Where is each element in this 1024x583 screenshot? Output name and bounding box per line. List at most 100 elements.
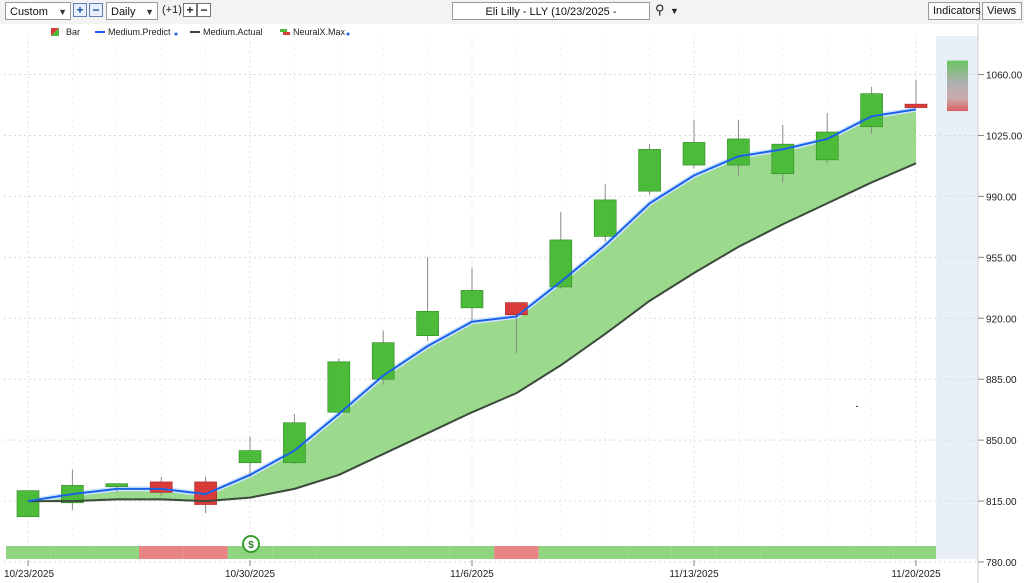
legend-line-swatch — [190, 31, 200, 33]
interval-select-value: Daily — [111, 6, 136, 18]
signal-strip-segment — [760, 546, 805, 559]
signal-strip — [6, 546, 936, 559]
signal-strip-segment — [671, 546, 717, 559]
legend-dot-icon — [346, 32, 350, 36]
views-button[interactable]: Views — [982, 2, 1022, 20]
legend-label: Bar — [66, 27, 80, 37]
candle-body — [327, 361, 351, 413]
dropdown-caret-icon: ▼ — [145, 7, 154, 17]
y-tick-label: 1025.00 — [986, 131, 1023, 142]
x-tick-label: 11/6/2025 — [450, 569, 494, 580]
dropdown-caret-icon: ▼ — [58, 7, 67, 17]
x-axis: 10/23/2025 10/30/2025 11/6/2025 11/13/2025 1… — [4, 560, 941, 580]
signal-strip-segment — [893, 546, 936, 559]
neuralx-swatch-icon — [280, 29, 287, 32]
signal-strip-segment — [361, 546, 406, 559]
candle-body — [505, 302, 528, 316]
candle-body — [238, 450, 262, 464]
candle-body — [549, 239, 573, 288]
signal-strip-segment — [538, 546, 583, 559]
prediction-spread-area — [28, 109, 916, 502]
bar-swatch-icon — [51, 28, 59, 36]
period-select-value: Custom — [10, 6, 48, 18]
y-tick-label: 885.00 — [986, 375, 1017, 386]
medium-predict-line — [27, 108, 917, 503]
signal-strip-segment — [449, 546, 495, 559]
legend-item-medium-predict[interactable]: Medium.Predict — [95, 27, 178, 37]
signal-strip-segment — [805, 546, 850, 559]
y-tick-label: 920.00 — [986, 314, 1017, 325]
x-tick-label: 11/20/2025 — [891, 569, 941, 580]
legend-line-swatch — [95, 31, 105, 33]
candles — [16, 79, 928, 518]
y-tick-label: 815.00 — [986, 497, 1017, 508]
x-tick-label: 11/13/2025 — [669, 569, 719, 580]
signal-strip-segment — [849, 546, 894, 559]
candle-body — [149, 481, 173, 493]
search-icon[interactable]: ⚲ — [655, 2, 665, 17]
signal-strip-segment — [716, 546, 761, 559]
candle-body — [904, 103, 928, 108]
dollar-marker-icon[interactable]: $ — [242, 535, 260, 553]
signal-strip-segment — [94, 546, 139, 559]
candle-body — [283, 422, 306, 464]
dropdown-caret-icon[interactable]: ▼ — [670, 6, 679, 16]
offset-label: (+1) — [162, 4, 182, 16]
candle-body — [682, 142, 706, 166]
signal-strip-segment — [6, 546, 51, 559]
signal-strip-segment — [183, 546, 228, 559]
y-tick-label: 990.00 — [986, 192, 1017, 203]
candle-body — [416, 310, 439, 336]
neuralx-swatch-icon — [283, 32, 290, 35]
signal-strip-segment — [627, 546, 672, 559]
signal-strip-segment — [50, 546, 95, 559]
price-chart[interactable]: 780.00 815.00 850.00 885.00 920.00 955.00 990.… — [0, 24, 1024, 583]
legend-item-neuralx-max[interactable]: NeuralX.Max — [280, 27, 350, 37]
legend-item-medium-actual[interactable]: Medium.Actual — [190, 27, 263, 37]
minus-icon[interactable]: − — [197, 3, 211, 17]
interval-select[interactable]: Daily ▼ — [106, 2, 158, 20]
candle-body — [815, 131, 839, 161]
legend: Bar Medium.Predict Medium.Actual NeuralX… — [51, 27, 350, 37]
signal-strip-segment — [405, 546, 450, 559]
symbol-title[interactable]: Eli Lilly - LLY (10/23/2025 - 11/21/2025… — [452, 2, 650, 36]
medium-actual-line — [28, 162, 917, 503]
candle-body — [371, 342, 395, 380]
neuralx-max-band — [947, 60, 968, 112]
y-tick-label: 780.00 — [986, 558, 1017, 569]
legend-item-bar[interactable]: Bar — [51, 27, 80, 37]
views-button-label: Views — [987, 5, 1017, 17]
legend-label: NeuralX.Max — [293, 27, 346, 37]
neuralx-max-forecast — [947, 60, 968, 112]
x-tick-label: 10/30/2025 — [225, 569, 275, 580]
minus-icon[interactable]: − — [89, 3, 103, 17]
signal-strip-segment — [272, 546, 317, 559]
y-axis: 780.00 815.00 850.00 885.00 920.00 955.00 990.… — [978, 71, 1023, 569]
candle-body — [460, 290, 484, 309]
period-select[interactable]: Custom ▼ — [5, 2, 71, 20]
candle-body — [105, 483, 129, 487]
legend-label: Medium.Predict — [108, 27, 171, 37]
legend-label: Medium.Actual — [203, 27, 263, 37]
x-tick-label: 10/23/2025 — [4, 569, 54, 580]
candle-body — [771, 143, 795, 175]
candle-body — [727, 138, 750, 166]
cursor-dot — [856, 406, 858, 407]
toolbar: Custom ▼ + − Daily ▼ (+1) + − Eli Lilly … — [0, 0, 1024, 36]
forecast-zone — [936, 36, 978, 559]
y-tick-label: 1060.00 — [986, 71, 1023, 82]
candle-body — [16, 490, 40, 518]
legend-dot-icon — [174, 32, 178, 36]
candle-body — [638, 149, 661, 192]
indicators-button-label: Indicators — [933, 5, 981, 17]
y-tick-label: 955.00 — [986, 253, 1017, 264]
signal-strip-segment — [316, 546, 361, 559]
signal-strip-segment — [139, 546, 184, 559]
candle-body — [593, 199, 617, 237]
candle-body — [860, 93, 883, 128]
indicators-button[interactable]: Indicators — [928, 2, 981, 20]
signal-strip-segment — [583, 546, 628, 559]
plus-icon[interactable]: + — [183, 3, 197, 17]
plus-icon[interactable]: + — [73, 3, 87, 17]
signal-strip-segment — [494, 546, 539, 559]
